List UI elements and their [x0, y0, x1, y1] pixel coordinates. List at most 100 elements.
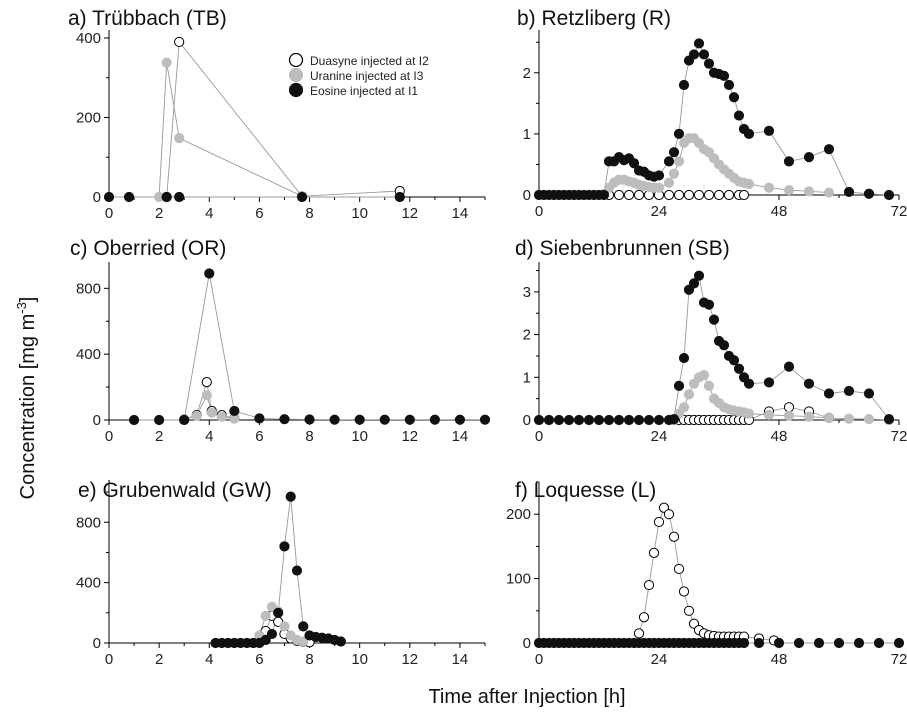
- data-point-duasyne: [638, 612, 650, 623]
- x-tick-label: 48: [771, 428, 788, 445]
- data-point-eosine: [703, 58, 715, 69]
- x-tick-label: 10: [351, 428, 368, 445]
- data-point-eosine: [688, 49, 700, 60]
- data-point-eosine: [291, 565, 303, 576]
- data-point-eosine: [733, 363, 745, 374]
- legend: Duasyne injected at I2 Uranine injected …: [288, 52, 429, 98]
- y-tick-label: 400: [76, 575, 101, 592]
- data-point-eosine: [583, 414, 595, 426]
- panel-title: a) Trübbach (TB): [68, 7, 227, 30]
- panel-title: c) Oberried (OR): [70, 237, 226, 260]
- data-point-eosine: [304, 414, 315, 425]
- y-tick-label: 200: [76, 109, 101, 126]
- data-point-uranine: [174, 133, 185, 144]
- data-point-eosine: [573, 414, 585, 426]
- y-tick-label: 800: [76, 514, 101, 531]
- data-point-eosine: [823, 144, 835, 155]
- data-point-duasyne: [653, 516, 665, 528]
- series-line-uranine: [158, 62, 303, 198]
- data-point-eosine: [563, 414, 575, 426]
- data-point-uranine: [783, 410, 795, 421]
- x-tick-label: 24: [651, 651, 668, 668]
- data-point-uranine: [260, 610, 271, 621]
- data-point-duasyne: [678, 586, 690, 597]
- y-tick-label: 0: [523, 412, 531, 429]
- data-point-eosine: [723, 79, 735, 91]
- x-tick-label: 24: [651, 203, 668, 220]
- x-tick-label: 72: [891, 651, 907, 668]
- data-point-uranine: [653, 182, 665, 193]
- data-point-eosine: [673, 380, 685, 391]
- y-tick-label: 200: [506, 506, 531, 523]
- data-point-duasyne: [783, 402, 795, 413]
- data-point-eosine: [260, 634, 271, 646]
- data-point-eosine: [728, 355, 740, 366]
- data-point-eosine: [354, 414, 365, 425]
- data-point-duasyne: [613, 189, 625, 201]
- data-point-eosine: [479, 414, 491, 425]
- panel-title: d) Siebenbrunnen (SB): [515, 237, 730, 260]
- x-tick-label: 48: [771, 651, 788, 668]
- data-point-duasyne: [673, 189, 685, 201]
- data-point-duasyne: [663, 189, 675, 201]
- data-point-eosine: [843, 385, 855, 397]
- data-point-uranine: [763, 409, 775, 420]
- data-point-uranine: [823, 412, 835, 423]
- panel-1: 0 24 48 72 0 1 2 b) Retzliberg (R): [517, 7, 907, 220]
- x-tick-label: 10: [351, 651, 368, 668]
- data-point-eosine: [593, 414, 605, 426]
- x-tick-label: 12: [401, 651, 418, 668]
- data-point-eosine: [753, 637, 765, 649]
- x-tick-label: 0: [535, 428, 543, 445]
- x-tick-label: 72: [891, 428, 907, 445]
- data-point-eosine: [803, 152, 815, 163]
- y-axis-label-close: ]: [17, 297, 39, 303]
- legend-label-uranine: Uranine injected at I3: [310, 69, 424, 83]
- x-tick-label: 2: [155, 205, 163, 222]
- data-point-duasyne: [623, 189, 635, 201]
- data-point-uranine: [763, 182, 775, 193]
- x-tick-label: 72: [891, 203, 907, 220]
- x-axis-label: Time after Injection [h]: [428, 686, 625, 708]
- data-point-eosine: [298, 621, 309, 632]
- data-point-duasyne: [723, 189, 735, 201]
- data-point-duasyne: [738, 189, 750, 201]
- data-point-eosine: [623, 414, 635, 426]
- legend-label-eosine: Eosine injected at I1: [310, 84, 418, 98]
- data-point-eosine: [404, 414, 415, 425]
- data-point-eosine: [743, 378, 755, 389]
- data-point-uranine: [683, 389, 695, 400]
- y-axis-label-main: Concentration [mg m: [17, 314, 39, 500]
- series-line-eosine: [539, 42, 890, 196]
- data-point-duasyne: [648, 547, 660, 558]
- data-point-eosine: [693, 270, 705, 281]
- x-tick-label: 6: [255, 651, 263, 668]
- data-point-duasyne: [633, 189, 645, 201]
- data-point-duasyne: [663, 509, 675, 520]
- x-tick-label: 0: [105, 205, 113, 222]
- x-tick-label: 6: [255, 428, 263, 445]
- legend-label-duasyne: Duasyne injected at I2: [310, 54, 429, 68]
- data-point-eosine: [254, 413, 265, 424]
- data-point-eosine: [833, 637, 845, 649]
- data-point-eosine: [394, 191, 405, 203]
- panel-2: 0 2 4 6 8 10 12 14 0 400 800 c) Oberried (OR): [70, 237, 491, 445]
- data-point-eosine: [598, 189, 610, 201]
- data-point-eosine: [728, 92, 740, 103]
- data-point-eosine: [613, 414, 625, 426]
- data-point-eosine: [128, 414, 140, 426]
- data-point-eosine: [743, 128, 755, 139]
- data-point-uranine: [703, 380, 715, 391]
- data-point-eosine: [123, 191, 135, 203]
- data-point-eosine: [633, 414, 645, 426]
- y-tick-label: 800: [76, 280, 101, 297]
- data-point-eosine: [279, 414, 290, 425]
- data-point-eosine: [703, 299, 715, 310]
- series-line-duasyne: [166, 40, 400, 198]
- data-point-eosine: [773, 637, 785, 649]
- data-point-eosine: [103, 191, 115, 203]
- data-point-uranine: [298, 636, 309, 647]
- data-point-eosine: [863, 188, 875, 199]
- data-point-uranine: [673, 156, 685, 167]
